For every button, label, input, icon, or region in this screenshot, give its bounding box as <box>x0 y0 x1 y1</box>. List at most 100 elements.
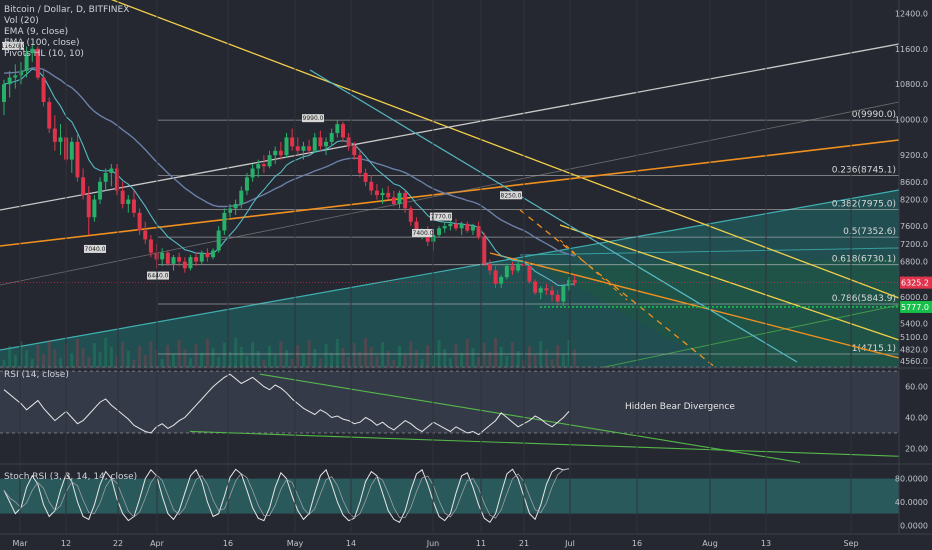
candle-body <box>544 288 549 291</box>
candle-body <box>120 190 125 204</box>
volume-bar <box>30 359 34 368</box>
candle-body <box>448 223 453 227</box>
green-trend-line <box>599 304 899 368</box>
volume-bar <box>364 338 368 368</box>
rsi-title: RSI (14, close) <box>4 370 69 380</box>
volume-bar <box>138 346 142 368</box>
candle-body <box>295 146 300 151</box>
pivot-label: 8250.0 <box>501 192 522 199</box>
fib-level-label: 0.236(8745.1) <box>832 165 896 175</box>
stoch-y-tick-label: 80.0000 <box>895 475 928 484</box>
candle-body <box>352 146 357 156</box>
candle-body <box>335 124 340 134</box>
candle-body <box>380 192 385 196</box>
rsi-y-tick-label: 60.00 <box>905 383 928 392</box>
candle-body <box>499 277 504 284</box>
channel-upper-line <box>0 189 899 351</box>
candle-body <box>510 266 515 271</box>
volume-bar <box>414 350 418 368</box>
stoch-rsi-pane <box>0 467 899 524</box>
candle-body <box>278 150 283 156</box>
volume-bar <box>81 348 85 368</box>
rsi-pane <box>0 370 899 463</box>
y-tick-label: 7200.0 <box>900 240 928 249</box>
rising-gray-line <box>0 101 899 286</box>
candle-body <box>261 164 266 167</box>
candle-body <box>41 77 46 102</box>
volume-bar <box>188 358 192 368</box>
x-tick-label: Jun <box>426 539 440 548</box>
rsi-band <box>0 371 899 434</box>
y-tick-label: 5100.0 <box>900 333 928 342</box>
y-tick-label: 12400.0 <box>895 9 928 18</box>
candle-body <box>143 230 148 240</box>
volume-bar <box>25 350 29 368</box>
volume-bar <box>477 357 481 368</box>
candle-body <box>504 266 509 278</box>
volume-bar <box>505 356 509 368</box>
y-tick-label: 9200.0 <box>900 151 928 160</box>
volume-bar <box>386 351 390 368</box>
candle-body <box>160 252 165 260</box>
annotations: RSI (14, close) Stoch RSI (3, 3, 14, 14,… <box>4 5 735 482</box>
candle-body <box>312 137 317 151</box>
candle-body <box>75 141 80 178</box>
candle-body <box>52 128 57 142</box>
volume-bar <box>313 349 317 368</box>
candle-body <box>131 199 136 213</box>
candle-body <box>228 208 232 213</box>
y-tick-label: 7600.0 <box>900 222 928 231</box>
volume-bar <box>499 347 503 368</box>
candle-body <box>86 195 91 218</box>
candle-body <box>341 124 345 138</box>
price-tag-label: 6325.2 <box>901 279 929 288</box>
volume-bar <box>550 359 554 368</box>
candle-body <box>487 263 492 271</box>
candle-body <box>137 212 142 231</box>
candle-body <box>324 141 329 147</box>
fib-level-label: 0.5(7352.6) <box>843 227 896 237</box>
candle-body <box>233 203 238 209</box>
fib-level-label: 0(9990.0) <box>852 110 896 120</box>
pivot-label: 7400.0 <box>413 230 434 237</box>
pivot-label-box <box>2 41 24 50</box>
volume-bar <box>285 350 288 368</box>
candle-body <box>290 137 295 147</box>
pivot-label-box <box>84 244 106 253</box>
volume-bar <box>381 342 385 368</box>
volume-bar <box>454 344 458 368</box>
stoch-d-line <box>3 468 570 519</box>
x-tick-label: 21 <box>519 539 529 548</box>
volume-bar <box>143 355 147 368</box>
volume-bar <box>330 353 334 368</box>
candle-body <box>267 155 272 167</box>
candle-body <box>35 48 40 78</box>
price-tag <box>900 276 932 289</box>
volume-bar <box>211 348 215 368</box>
volume-bar <box>166 345 170 368</box>
volume-bar <box>104 338 108 368</box>
candle-body <box>476 226 481 238</box>
volume-bar <box>556 345 560 368</box>
pivot-label: 6440.0 <box>148 273 169 280</box>
volume-bar <box>358 352 362 368</box>
candle-body <box>465 223 470 231</box>
candle-body <box>369 181 374 191</box>
candle-body <box>408 208 413 222</box>
volume-bar <box>375 356 379 368</box>
candle-body <box>403 192 408 209</box>
candle-body <box>177 257 182 262</box>
volume-bar <box>245 356 249 368</box>
candle-body <box>391 197 396 204</box>
candle-body <box>98 181 103 200</box>
y-tick-label: 4560.0 <box>900 357 928 366</box>
rsi-y-tick-label: 20.00 <box>905 445 928 454</box>
candle-body <box>454 223 458 229</box>
y-tick-label: 6000.0 <box>900 293 928 302</box>
indicator-pivots: Pivots HL (10, 10) <box>4 49 84 59</box>
x-tick-label: 12 <box>61 539 71 548</box>
volume-bar <box>296 345 300 368</box>
x-tick-label: Mar <box>12 539 28 548</box>
